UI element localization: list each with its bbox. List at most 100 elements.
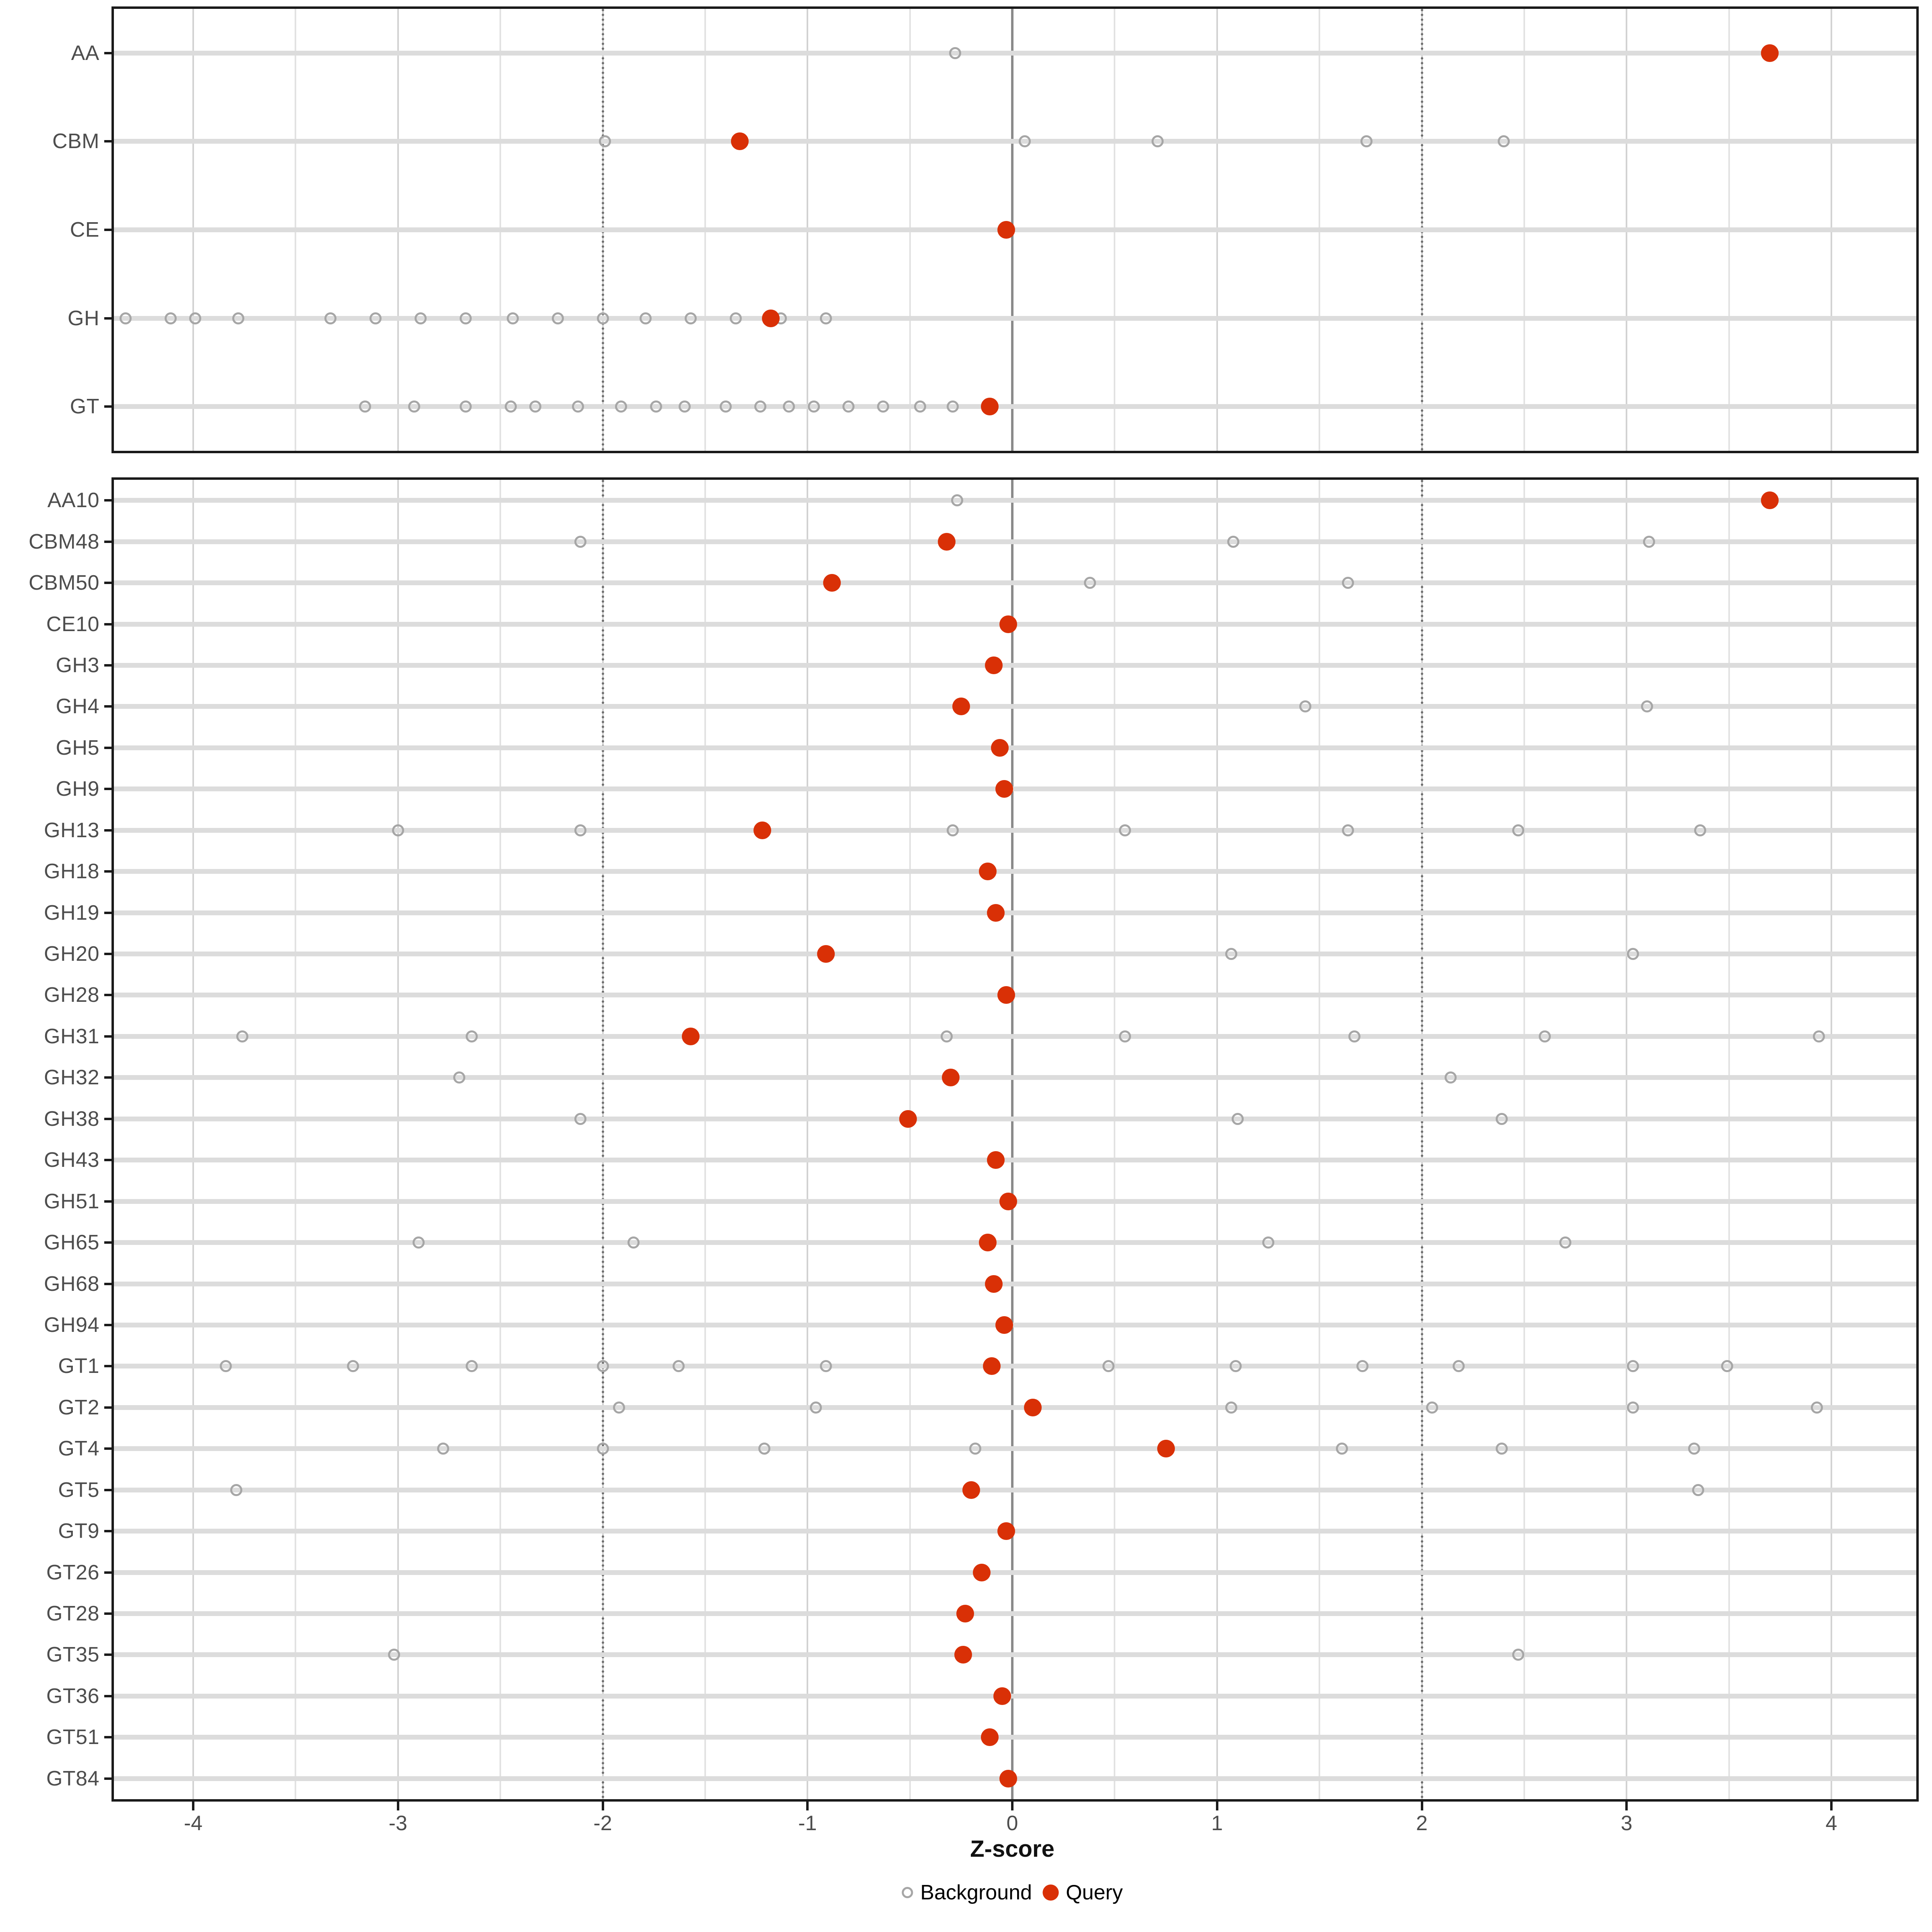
y-axis-tick [104, 1571, 111, 1574]
x-minor-gridline [500, 480, 502, 1799]
background-point [465, 1360, 478, 1373]
background-point [1495, 1443, 1508, 1455]
row-gridline [114, 227, 1916, 232]
background-point [1102, 1360, 1115, 1373]
row-gridline [114, 50, 1916, 56]
background-point [1342, 824, 1354, 836]
y-axis-label-GH94: GH94 [44, 1313, 99, 1337]
background-point [951, 494, 963, 507]
background-point [459, 312, 472, 324]
row-gridline [114, 1281, 1916, 1286]
legend-label-query: Query [1065, 1881, 1123, 1904]
background-point [1498, 135, 1510, 148]
background-point [1512, 1649, 1524, 1661]
legend-label-background: Background [920, 1881, 1032, 1904]
background-point [504, 400, 517, 413]
background-point [809, 1401, 822, 1414]
y-axis-label-GT28: GT28 [46, 1602, 99, 1626]
y-axis-tick [104, 140, 111, 143]
row-gridline [114, 404, 1916, 409]
y-axis-label-GH20: GH20 [44, 942, 99, 966]
row-gridline [114, 1529, 1916, 1534]
background-point [236, 1030, 249, 1042]
x-minor-gridline [1523, 480, 1525, 1799]
y-axis-tick [104, 582, 111, 584]
background-point [820, 312, 832, 324]
background-point [597, 1443, 609, 1455]
row-gridline [114, 828, 1916, 833]
x-minor-gridline [295, 480, 297, 1799]
query-point [823, 574, 841, 592]
background-point [1225, 1401, 1238, 1414]
y-axis-label-GT35: GT35 [46, 1643, 99, 1667]
query-point [997, 986, 1015, 1004]
y-axis-tick [104, 1530, 111, 1533]
x-minor-gridline [1114, 480, 1116, 1799]
x-axis-tick-neg1 [806, 1802, 809, 1810]
x-minor-gridline [1728, 480, 1730, 1799]
y-axis-tick [104, 1488, 111, 1491]
y-axis-label-GH19: GH19 [44, 901, 99, 925]
y-axis-tick [104, 499, 111, 502]
y-axis-label-GT4: GT4 [58, 1437, 99, 1461]
background-point [232, 312, 244, 324]
background-point [1694, 824, 1707, 836]
x-gridline-neg1 [807, 480, 809, 1799]
y-axis-label-GH43: GH43 [44, 1148, 99, 1172]
y-axis-label-CBM: CBM [52, 130, 99, 153]
x-axis-label-3: 3 [1620, 1812, 1633, 1835]
background-point [1692, 1484, 1705, 1496]
y-axis-label-GH65: GH65 [44, 1231, 99, 1255]
row-gridline [114, 1322, 1916, 1327]
y-axis-label-GH9: GH9 [56, 777, 99, 801]
y-axis-label-GH38: GH38 [44, 1107, 99, 1131]
background-point [1559, 1236, 1571, 1249]
open-circle-icon [902, 1887, 913, 1898]
row-gridline [114, 1364, 1916, 1369]
y-axis-label-GH18: GH18 [44, 860, 99, 883]
row-gridline [114, 663, 1916, 668]
y-axis-tick [104, 1241, 111, 1244]
background-point [613, 1401, 625, 1414]
row-gridline [114, 580, 1916, 586]
x-gridline-1 [1216, 480, 1218, 1799]
query-point [972, 1563, 991, 1581]
y-axis-tick [104, 1447, 111, 1450]
y-axis-tick [104, 1035, 111, 1038]
x-axis-tick-4 [1830, 1802, 1833, 1810]
background-point [1356, 1360, 1368, 1373]
query-point [987, 904, 1005, 922]
background-point [719, 400, 732, 413]
query-point [954, 1646, 972, 1664]
background-point [758, 1443, 771, 1455]
y-axis-label-GT1: GT1 [58, 1354, 99, 1378]
row-gridline [114, 704, 1916, 709]
background-point [914, 400, 927, 413]
background-point [1299, 700, 1311, 713]
query-point [731, 132, 749, 151]
query-point [1024, 1398, 1042, 1416]
background-point [1231, 1113, 1244, 1125]
background-point [437, 1443, 449, 1455]
query-point [962, 1481, 980, 1499]
background-point [877, 400, 890, 413]
query-point [1761, 491, 1779, 510]
query-point [817, 945, 835, 963]
background-point [627, 1236, 640, 1249]
query-point [1157, 1440, 1175, 1458]
query-point [978, 1234, 997, 1252]
legend-entry-background: Background [902, 1880, 1032, 1905]
query-point [682, 1027, 700, 1045]
x-gridline-neg4 [192, 480, 194, 1799]
background-point [969, 1443, 982, 1455]
row-gridline [114, 1446, 1916, 1451]
x-axis-tick-2 [1420, 1802, 1423, 1810]
background-point [408, 400, 421, 413]
background-point [551, 312, 564, 324]
background-point [529, 400, 541, 413]
query-point [997, 1522, 1015, 1540]
y-axis-tick [104, 1282, 111, 1285]
x-axis-tick-neg2 [601, 1802, 604, 1810]
y-axis-tick [104, 540, 111, 543]
x-minor-gridline [1319, 480, 1321, 1799]
